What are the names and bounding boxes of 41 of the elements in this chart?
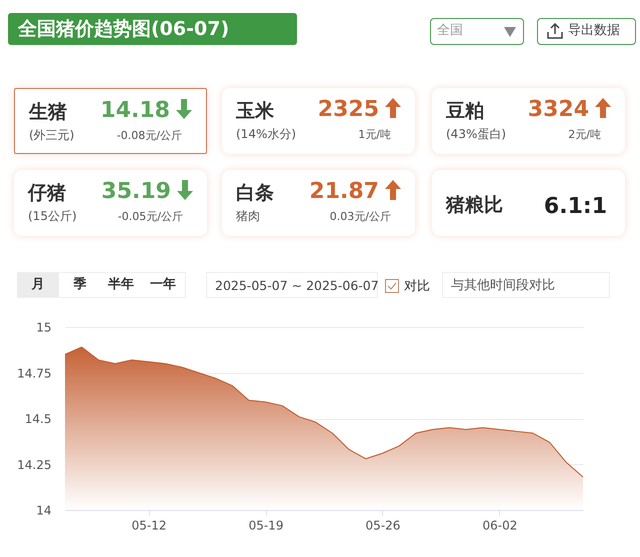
text: 月 bbox=[17, 273, 59, 297]
text: 与其他时间段对比 bbox=[442, 272, 610, 298]
category-label: 生猪 bbox=[29, 100, 67, 125]
y-tick-label: 14.75 bbox=[17, 366, 52, 380]
text: (外三元) bbox=[29, 128, 74, 142]
y-tick-label: 15 bbox=[36, 320, 52, 334]
text: 0.03元/公斤 bbox=[330, 210, 391, 223]
text: 14.18 bbox=[100, 98, 170, 123]
text: 对比 bbox=[404, 278, 430, 295]
text: 全国猪价趋势图(06-07) bbox=[8, 13, 297, 45]
y-tick-label: 14.5 bbox=[24, 412, 52, 426]
x-tick-label: 05-19 bbox=[248, 518, 284, 532]
y-tick-label: 14 bbox=[36, 504, 52, 518]
text: -0.05元/公斤 bbox=[118, 210, 183, 223]
category-label: 猪粮比 bbox=[446, 193, 503, 218]
text: 3324 bbox=[528, 97, 589, 122]
text: 2元/吨 bbox=[568, 128, 601, 141]
y-tick-label: 14.25 bbox=[17, 458, 52, 472]
text: 导出数据 bbox=[537, 18, 636, 45]
text: 2325 bbox=[318, 97, 379, 122]
category-label: 白条 bbox=[236, 181, 274, 206]
text: 季 bbox=[72, 276, 88, 294]
text: 2025-05-07 ~ 2025-06-07 bbox=[206, 272, 379, 298]
x-tick-label: 05-12 bbox=[132, 518, 166, 532]
text: 1元/吨 bbox=[358, 128, 391, 141]
text: 猪肉 bbox=[236, 209, 260, 223]
text: (14%水分) bbox=[236, 127, 296, 141]
text: (43%蛋白) bbox=[446, 127, 506, 141]
text: 一年 bbox=[149, 276, 177, 294]
text: 35.19 bbox=[101, 179, 171, 204]
category-label: 玉米 bbox=[236, 99, 274, 124]
text: 全国 bbox=[430, 18, 524, 45]
x-tick-label: 06-02 bbox=[482, 518, 518, 532]
text: -0.08元/公斤 bbox=[116, 129, 182, 142]
text: (15公斤) bbox=[28, 209, 77, 223]
category-label: 豆粕 bbox=[446, 99, 484, 124]
text: 21.87 bbox=[309, 179, 379, 204]
text: 半年 bbox=[107, 276, 135, 294]
text: 6.1:1 bbox=[544, 194, 607, 219]
x-tick-label: 05-26 bbox=[366, 518, 400, 532]
category-label: 仔猪 bbox=[28, 181, 66, 206]
